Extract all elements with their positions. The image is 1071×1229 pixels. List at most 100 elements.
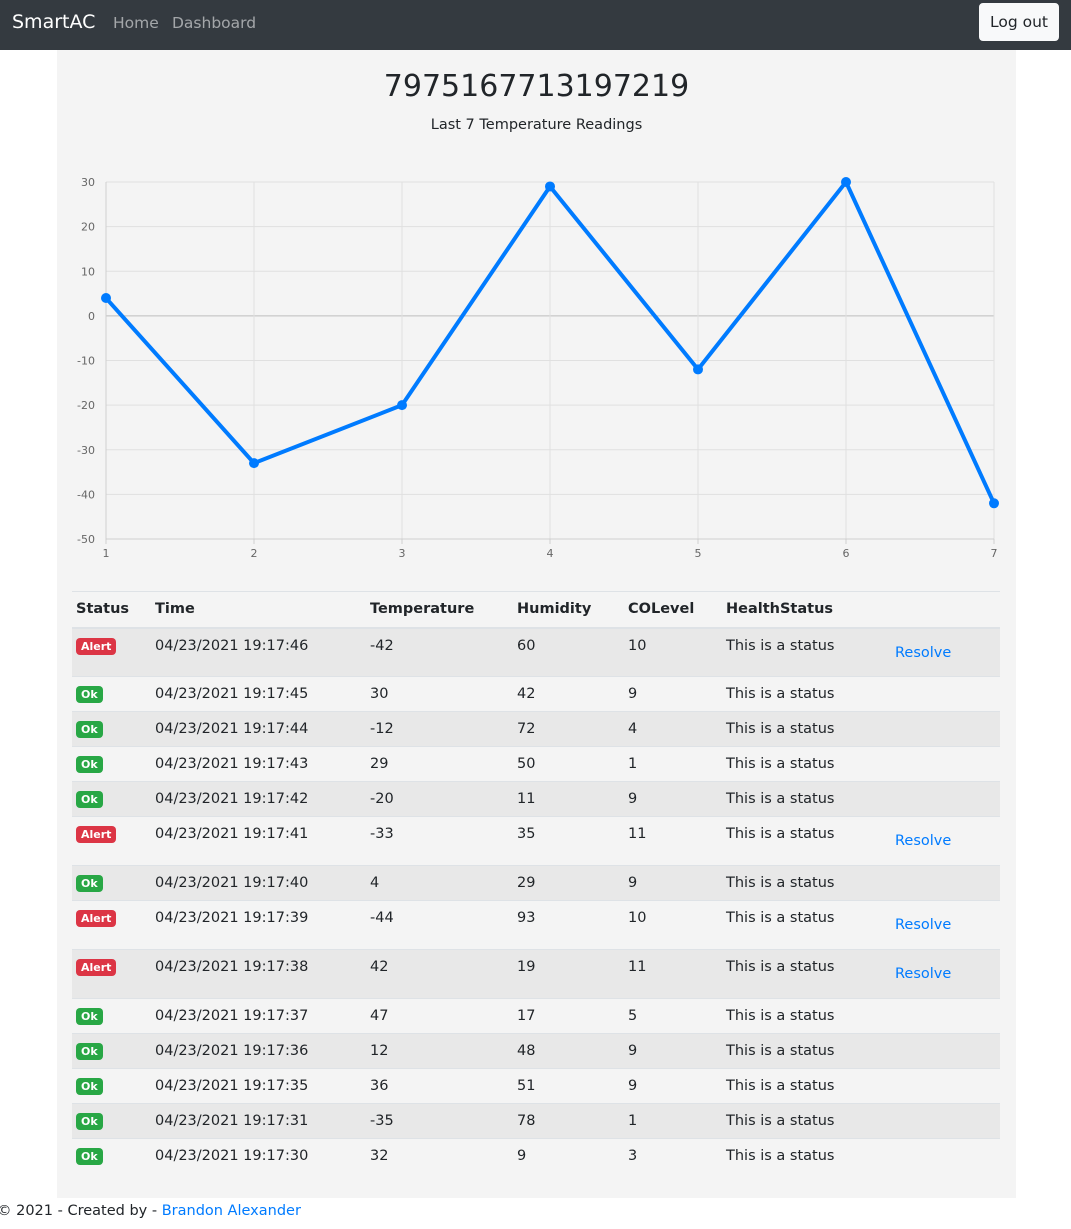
header-temperature: Temperature [366, 591, 513, 629]
cell-actions [885, 781, 1000, 817]
y-tick-label: -40 [77, 488, 95, 501]
cell-healthstatus: This is a status [722, 900, 885, 950]
cell-healthstatus: This is a status [722, 1138, 885, 1174]
cell-status: Alert [72, 627, 151, 677]
cell-status: Ok [72, 1138, 151, 1174]
x-tick-label: 2 [251, 547, 258, 560]
status-badge: Ok [76, 1043, 103, 1060]
cell-time: 04/23/2021 19:17:38 [151, 949, 366, 999]
cell-humidity: 42 [513, 676, 624, 712]
cell-status: Alert [72, 900, 151, 950]
data-point [989, 498, 999, 509]
cell-temperature: -33 [366, 816, 513, 866]
cell-healthstatus: This is a status [722, 676, 885, 712]
author-link[interactable]: Brandon Alexander [161, 1203, 301, 1219]
resolve-link[interactable]: Resolve [895, 917, 952, 933]
status-badge: Alert [76, 637, 117, 655]
x-tick-label: 4 [547, 547, 554, 560]
temperature-chart: 30 20 10 0 -10 -20 -30 -40 -50 1 2 3 4 5 6 7 [77, 176, 999, 560]
chart-subtitle: Last 7 Temperature Readings [430, 117, 643, 133]
cell-healthstatus: This is a status [722, 746, 885, 782]
cell-actions: Resolve [885, 816, 1000, 866]
cell-humidity: 17 [513, 998, 624, 1034]
cell-healthstatus: This is a status [722, 865, 885, 901]
cell-humidity: 11 [513, 781, 624, 817]
cell-actions: Resolve [885, 949, 1000, 999]
cell-time: 04/23/2021 19:17:45 [151, 676, 366, 712]
cell-temperature: -42 [366, 627, 513, 677]
resolve-link[interactable]: Resolve [895, 644, 952, 661]
table-row: Alert 04/23/2021 19:17:46 -42 60 10 This is a… [72, 627, 1000, 677]
table-header-row: Status Time Temperature Humidity COLevel… [72, 591, 1000, 629]
cell-humidity: 50 [513, 746, 624, 782]
y-tick-label: 0 [88, 310, 95, 323]
cell-humidity: 72 [513, 711, 624, 747]
brand-link[interactable]: SmartAC [12, 11, 96, 33]
cell-humidity: 60 [513, 627, 624, 677]
footer-text: © 2021 - Created by - [0, 1203, 162, 1219]
cell-time: 04/23/2021 19:17:36 [151, 1033, 366, 1069]
resolve-link[interactable]: Resolve [895, 966, 952, 982]
data-point [101, 293, 111, 304]
nav-link-home[interactable]: Home [113, 14, 159, 32]
cell-healthstatus: This is a status [722, 627, 885, 677]
cell-temperature: 4 [366, 865, 513, 901]
top-navbar: SmartAC Home Dashboard Log out [0, 0, 1071, 50]
cell-status: Ok [72, 998, 151, 1034]
table-row: Ok 04/23/2021 19:17:43 29 50 1 This is a stat… [72, 746, 1000, 782]
logout-button[interactable]: Log out [979, 3, 1059, 41]
cell-healthstatus: This is a status [722, 1068, 885, 1104]
nav-link-dashboard[interactable]: Dashboard [172, 14, 257, 32]
header-colevel: COLevel [624, 591, 722, 629]
y-tick-label: -20 [77, 399, 95, 412]
cell-colevel: 1 [624, 1103, 722, 1139]
cell-actions [885, 1138, 1000, 1174]
x-tick-label: 7 [991, 547, 998, 560]
cell-status: Ok [72, 676, 151, 712]
status-badge: Ok [76, 756, 103, 773]
header-time: Time [151, 591, 366, 629]
resolve-link[interactable]: Resolve [895, 833, 952, 849]
cell-humidity: 9 [513, 1138, 624, 1174]
table-body: Alert 04/23/2021 19:17:46 -42 60 10 This is a… [72, 627, 1000, 1174]
cell-healthstatus: This is a status [722, 1033, 885, 1069]
cell-temperature: 47 [366, 998, 513, 1034]
status-badge: Ok [76, 1113, 103, 1130]
cell-healthstatus: This is a status [722, 711, 885, 747]
cell-colevel: 1 [624, 746, 722, 782]
table-row: Ok 04/23/2021 19:17:44 -12 72 4 This is a sta… [72, 711, 1000, 747]
cell-temperature: 36 [366, 1068, 513, 1104]
cell-status: Ok [72, 1068, 151, 1104]
main-content: 7975167713197219 Last 7 Temperature Read… [57, 50, 1016, 1198]
cell-status: Ok [72, 781, 151, 817]
cell-temperature: -44 [366, 900, 513, 950]
table-row: Alert 04/23/2021 19:17:39 -44 93 10 This is a… [72, 900, 1000, 950]
table-row: Ok 04/23/2021 19:17:36 12 48 9 This is a stat… [72, 1033, 1000, 1069]
cell-humidity: 51 [513, 1068, 624, 1104]
cell-actions [885, 676, 1000, 712]
cell-status: Alert [72, 949, 151, 999]
cell-colevel: 10 [624, 900, 722, 950]
header-status: Status [72, 591, 151, 629]
cell-status: Ok [72, 1103, 151, 1139]
table-row: Ok 04/23/2021 19:17:45 30 42 9 This is a stat… [72, 676, 1000, 712]
cell-colevel: 5 [624, 998, 722, 1034]
cell-humidity: 78 [513, 1103, 624, 1139]
y-tick-label: -30 [77, 444, 95, 457]
x-tick-label: 6 [843, 547, 850, 560]
cell-colevel: 9 [624, 1033, 722, 1069]
cell-healthstatus: This is a status [722, 949, 885, 999]
cell-actions: Resolve [885, 627, 1000, 677]
header-humidity: Humidity [513, 591, 624, 629]
table-row: Ok 04/23/2021 19:17:30 32 9 3 This is a statu… [72, 1138, 1000, 1174]
cell-healthstatus: This is a status [722, 998, 885, 1034]
footer: © 2021 - Created by - Brandon Alexander [0, 1203, 301, 1219]
cell-actions [885, 1103, 1000, 1139]
cell-temperature: 32 [366, 1138, 513, 1174]
cell-temperature: -20 [366, 781, 513, 817]
cell-temperature: -35 [366, 1103, 513, 1139]
cell-time: 04/23/2021 19:17:31 [151, 1103, 366, 1139]
cell-time: 04/23/2021 19:17:42 [151, 781, 366, 817]
table-row: Ok 04/23/2021 19:17:31 -35 78 1 This is a sta… [72, 1103, 1000, 1139]
cell-time: 04/23/2021 19:17:30 [151, 1138, 366, 1174]
